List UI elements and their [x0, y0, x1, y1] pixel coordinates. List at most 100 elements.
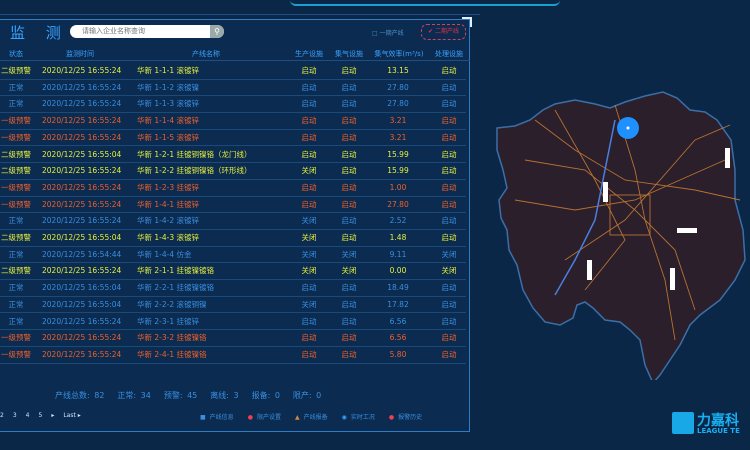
- cell-gas: 关闭: [341, 249, 357, 259]
- cell-name: 华新 1-4-1 挂镀锌: [137, 199, 199, 209]
- cell-name: 华新 1-2-3 挂镀锌: [137, 182, 199, 192]
- page-last-button[interactable]: Last ▸: [63, 412, 81, 419]
- col-name[interactable]: 产线名称: [192, 50, 220, 58]
- tool-button[interactable]: ● 限产设置: [248, 414, 281, 421]
- cell-eff: 27.80: [387, 199, 409, 209]
- table-row[interactable]: 一级预警 2020/12/25 16:55:24 华新 1-1-4 滚镀锌 启动 启动 3…: [0, 113, 466, 130]
- tool-button[interactable]: ● 报警历史: [389, 414, 422, 421]
- search-input[interactable]: [70, 25, 224, 38]
- table-row[interactable]: 正常 2020/12/25 16:55:24 华新 1-1-3 滚镀锌 启动 启动 27.…: [0, 96, 466, 114]
- table-row[interactable]: 一级预警 2020/12/25 16:55:24 华新 1-4-1 挂镀锌 启动 启动 2…: [0, 197, 466, 214]
- summary-bar: 产线总数: 82 正常: 34 预警: 45 离线: 3 报备: 0 限产: 0: [55, 390, 334, 401]
- logo-text-en: LEAGUE TE: [697, 427, 740, 435]
- cell-status: 正常: [8, 283, 24, 293]
- tool-label: 产线信息: [209, 414, 234, 421]
- table-row[interactable]: 一级预警 2020/12/25 16:55:24 华新 1-1-5 滚镀锌 启动 启动 3…: [0, 130, 466, 147]
- company-logo: 力嘉科 LEAGUE TE: [672, 412, 750, 438]
- search-icon[interactable]: ⚲: [210, 25, 224, 38]
- divider: [0, 14, 480, 15]
- logo-icon: [672, 412, 694, 434]
- cell-prod: 启动: [301, 199, 317, 209]
- phase2-button[interactable]: ✔ 二期产线: [421, 24, 466, 40]
- col-efficiency[interactable]: 集气效率(m³/s): [374, 50, 424, 58]
- pagination: 2 3 4 5 ▸ Last ▸: [0, 412, 90, 419]
- river: [554, 119, 616, 296]
- cell-treat: 启动: [441, 166, 457, 176]
- cell-treat: 启动: [441, 182, 457, 192]
- cell-prod: 启动: [301, 182, 317, 192]
- cell-time: 2020/12/25 16:55:24: [42, 266, 122, 276]
- cell-gas: 启动: [341, 182, 357, 192]
- station-markers: [587, 148, 730, 290]
- cell-time: 2020/12/25 16:55:04: [42, 149, 122, 159]
- cell-name: 华新 1-4-2 滚镀锌: [137, 216, 199, 226]
- cell-treat: 启动: [441, 299, 457, 309]
- cell-treat: 关闭: [441, 266, 457, 276]
- cell-time: 2020/12/25 16:55:24: [42, 116, 122, 126]
- tool-label: 实时工况: [350, 414, 375, 421]
- col-time[interactable]: 监测时间: [66, 50, 94, 58]
- col-status[interactable]: 状态: [9, 50, 23, 58]
- cell-prod: 关闭: [301, 233, 317, 242]
- summary-stat: 正常: 34: [117, 391, 151, 400]
- cell-status: 一级预警: [1, 182, 31, 192]
- cell-treat: 启动: [441, 216, 457, 226]
- table-row[interactable]: 一级预警 2020/12/25 16:55:24 华新 2-4-1 挂镀镍铬 启动 启动…: [0, 347, 466, 364]
- cell-status: 二级预警: [1, 166, 31, 176]
- tool-button[interactable]: ■ 产线信息: [200, 414, 234, 421]
- cell-treat: 启动: [441, 283, 457, 293]
- table-row[interactable]: 正常 2020/12/25 16:55:04 华新 2-2-2 滚镀铜镍 关闭 启动 17…: [0, 297, 466, 314]
- cell-name: 华新 1-4-3 滚镀锌: [137, 233, 199, 242]
- tool-button[interactable]: ◉ 实时工况: [342, 414, 375, 421]
- cell-gas: 启动: [341, 233, 357, 242]
- cell-name: 华新 1-1-4 滚镀锌: [137, 116, 199, 126]
- table-row[interactable]: 正常 2020/12/25 16:55:24 华新 1-1-2 滚镀镍 启动 启动 27.…: [0, 80, 466, 97]
- cell-eff: 17.82: [387, 299, 409, 309]
- summary-stat: 限产: 0: [292, 391, 322, 400]
- page-link[interactable]: 5: [38, 412, 43, 419]
- table-row[interactable]: 一级预警 2020/12/25 16:55:24 华新 1-2-3 挂镀锌 启动 启动 1…: [0, 180, 466, 197]
- cell-prod: 启动: [301, 333, 317, 343]
- cell-status: 正常: [8, 299, 24, 309]
- phase2-label: 二期产线: [434, 28, 459, 35]
- table-row[interactable]: 正常 2020/12/25 16:55:24 华新 1-4-2 滚镀锌 关闭 启动 2.5…: [0, 213, 466, 230]
- table-row[interactable]: 二级预警 2020/12/25 16:55:24 华新 1-1-1 滚镀锌 启动 启动 1…: [0, 63, 466, 80]
- table-row[interactable]: 二级预警 2020/12/25 16:55:04 华新 1-2-1 挂镀铜镍铬（龙门…: [0, 147, 466, 164]
- cell-eff: 6.56: [389, 333, 407, 343]
- cell-status: 一级预警: [1, 349, 31, 359]
- table-row[interactable]: 正常 2020/12/25 16:55:24 华新 2-3-1 挂镀锌 启动 启动 6.5…: [0, 314, 466, 331]
- col-production[interactable]: 生产设施: [295, 50, 323, 58]
- table-row[interactable]: 二级预警 2020/12/25 16:55:04 华新 1-4-3 滚镀锌 关闭 启动 1…: [0, 230, 466, 247]
- cell-name: 华新 1-1-2 滚镀镍: [137, 82, 199, 92]
- cell-gas: 启动: [341, 199, 357, 209]
- page-link[interactable]: 3: [12, 412, 17, 419]
- table-row[interactable]: 二级预警 2020/12/25 16:55:24 华新 2-1-1 挂镀镍镀铬 关闭 关…: [0, 263, 466, 281]
- cell-status: 二级预警: [1, 266, 31, 276]
- cell-status: 正常: [8, 249, 24, 259]
- page-link[interactable]: 4: [25, 412, 30, 419]
- summary-stat: 离线: 3: [210, 391, 239, 400]
- col-gas[interactable]: 集气设施: [335, 50, 363, 58]
- page-next-button[interactable]: ▸: [51, 412, 55, 419]
- cell-prod: 启动: [301, 149, 317, 159]
- cell-status: 正常: [8, 316, 24, 326]
- cell-gas: 启动: [341, 66, 357, 75]
- cell-gas: 启动: [341, 116, 357, 126]
- cell-name: 华新 2-4-1 挂镀镍铬: [137, 349, 207, 359]
- table-row[interactable]: 二级预警 2020/12/25 16:55:24 华新 1-2-2 挂镀铜镍铬（环形…: [0, 163, 466, 180]
- table-row[interactable]: 一级预警 2020/12/25 16:55:24 华新 2-3-2 挂镀镍铬 启动 启动…: [0, 330, 466, 347]
- map-region: [496, 91, 746, 380]
- region-map[interactable]: [495, 80, 750, 380]
- cell-eff: 15.99: [387, 166, 409, 176]
- summary-stat: 产线总数: 82: [55, 391, 105, 400]
- page-link[interactable]: 2: [0, 412, 4, 419]
- tool-label: 报警历史: [398, 414, 423, 421]
- col-treatment[interactable]: 处理设施: [435, 50, 463, 58]
- table-row[interactable]: 正常 2020/12/25 16:54:44 华新 1-4-4 仿金 关闭 关闭 9.11…: [0, 247, 466, 264]
- cell-eff: 5.80: [389, 349, 407, 359]
- tool-button[interactable]: ▲ 产线报备: [295, 414, 328, 421]
- cell-eff: 0.00: [389, 266, 407, 276]
- cell-name: 华新 1-1-5 滚镀锌: [137, 132, 199, 142]
- table-row[interactable]: 正常 2020/12/25 16:55:04 华新 2-2-1 挂镀镍镀铬 启动 启动 1…: [0, 280, 466, 297]
- phase1-checkbox[interactable]: □ 一期产线: [372, 30, 404, 37]
